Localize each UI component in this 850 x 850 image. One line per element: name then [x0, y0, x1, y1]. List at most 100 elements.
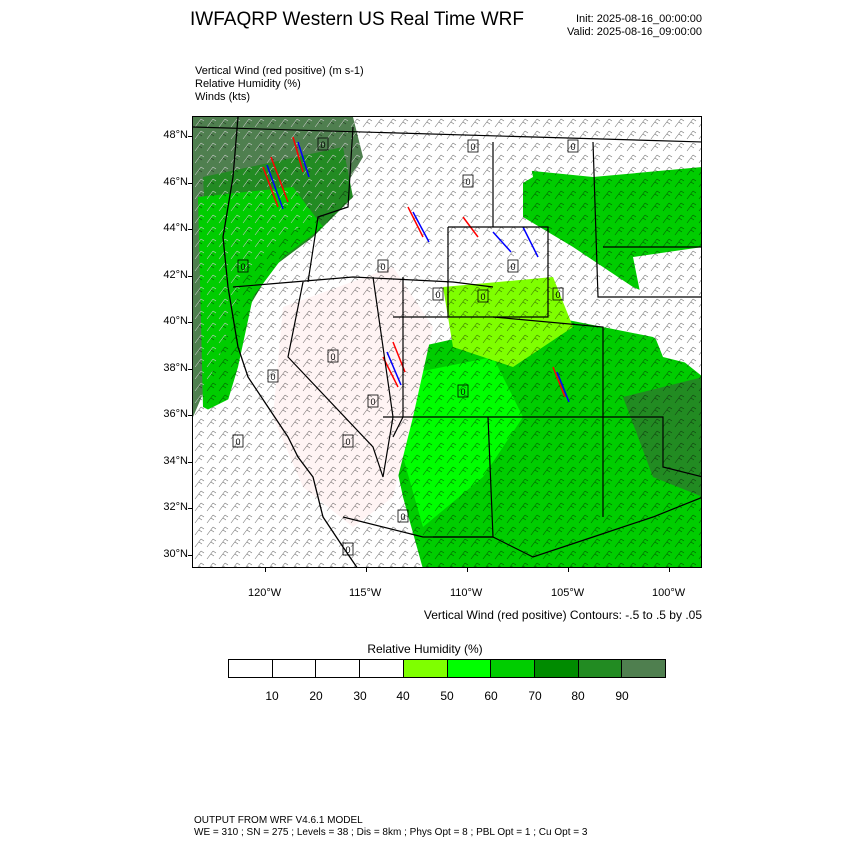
colorbar-swatch [447, 660, 492, 677]
svg-text:0: 0 [570, 142, 575, 152]
footer-settings: WE = 310 ; SN = 275 ; Levels = 38 ; Dis … [194, 827, 588, 838]
lat-tick [188, 462, 192, 463]
lon-label-105w: 105°W [551, 587, 585, 599]
svg-text:0: 0 [400, 512, 405, 522]
valid-time: Valid: 2025-08-16_09:00:00 [567, 26, 702, 38]
svg-text:0: 0 [380, 262, 385, 272]
lat-label-42n: 42°N [163, 269, 188, 281]
plot-title: IWFAQRP Western US Real Time WRF [190, 9, 524, 30]
contour-label: 0 [342, 542, 354, 556]
map-panel: 0 0 0 0 0 0 0 0 0 0 0 0 0 0 0 0 0 0 [192, 116, 702, 568]
svg-text:0: 0 [235, 437, 240, 447]
lat-label-32n: 32°N [163, 501, 188, 513]
lon-label-115w: 115°W [349, 587, 382, 599]
svg-text:0: 0 [345, 437, 350, 447]
lat-tick [188, 369, 192, 370]
contour-labels: 0 0 0 0 0 0 0 0 0 0 0 0 0 0 0 0 0 0 [232, 137, 579, 556]
lon-tick [669, 568, 670, 572]
contour-info: Vertical Wind (red positive) Contours: -… [423, 608, 702, 622]
colorbar-title: Relative Humidity (%) [367, 642, 483, 656]
contour-label: 0 [467, 139, 479, 153]
lon-label-110w: 110°W [450, 587, 483, 599]
lon-tick [467, 568, 468, 572]
lat-tick [188, 322, 192, 323]
colorbar-swatch [272, 660, 317, 677]
svg-text:0: 0 [460, 387, 465, 397]
colorbar-label: 30 [353, 689, 367, 703]
lat-label-34n: 34°N [163, 455, 188, 467]
colorbar-swatch [403, 660, 448, 677]
colorbar-label: 70 [528, 689, 542, 703]
colorbar-swatch [578, 660, 623, 677]
colorbar-label: 50 [440, 689, 454, 703]
svg-text:0: 0 [465, 177, 470, 187]
colorbar-label: 20 [309, 689, 323, 703]
coastline [222, 117, 358, 567]
variable-label-vertical-wind: Vertical Wind (red positive) (m s-1) [195, 65, 364, 77]
colorbar-swatch [491, 660, 535, 677]
svg-text:0: 0 [510, 262, 515, 272]
colorbar-label: 80 [571, 689, 585, 703]
lat-tick [188, 183, 192, 184]
contour-label: 0 [327, 349, 339, 363]
svg-text:0: 0 [240, 262, 245, 272]
lon-label-100w: 100°W [652, 587, 686, 599]
contour-label: 0 [567, 139, 579, 153]
lat-label-36n: 36°N [163, 408, 188, 420]
lat-tick [188, 555, 192, 556]
state-boundaries [193, 126, 701, 558]
init-time: Init: 2025-08-16_00:00:00 [576, 13, 702, 25]
map-canvas: 0 0 0 0 0 0 0 0 0 0 0 0 0 0 0 0 0 0 [193, 117, 701, 567]
colorbar-label: 40 [396, 689, 410, 703]
lon-tick [265, 568, 266, 572]
lat-tick [188, 229, 192, 230]
svg-text:0: 0 [370, 397, 375, 407]
lat-label-30n: 30°N [163, 548, 188, 560]
variable-label-winds: Winds (kts) [195, 91, 250, 103]
contour-label: 0 [462, 174, 474, 188]
contour-label: 0 [507, 259, 519, 273]
colorbar-swatch [534, 660, 579, 677]
lat-tick [188, 508, 192, 509]
colorbar-swatch [360, 660, 404, 677]
contour-label: 0 [237, 259, 249, 273]
lon-tick [366, 568, 367, 572]
svg-text:0: 0 [270, 372, 275, 382]
svg-text:0: 0 [320, 140, 325, 150]
lat-tick [188, 276, 192, 277]
colorbar-label: 10 [265, 689, 279, 703]
colorbar-label: 60 [484, 689, 498, 703]
colorbar-swatch [316, 660, 361, 677]
lat-label-40n: 40°N [163, 315, 188, 327]
lon-tick [568, 568, 569, 572]
lat-tick [188, 136, 192, 137]
contour-label: 0 [377, 259, 389, 273]
colorbar-swatch [622, 660, 666, 677]
contour-label: 0 [477, 289, 489, 303]
svg-text:0: 0 [470, 142, 475, 152]
contour-label: 0 [267, 369, 279, 383]
contour-label: 0 [397, 509, 409, 523]
contour-label: 0 [342, 434, 354, 448]
lat-label-44n: 44°N [163, 222, 188, 234]
svg-text:0: 0 [435, 290, 440, 300]
contour-label: 0 [232, 434, 244, 448]
lat-tick [188, 415, 192, 416]
colorbar-label: 90 [615, 689, 629, 703]
contour-label: 0 [457, 384, 469, 398]
variable-label-relative-humidity: Relative Humidity (%) [195, 78, 301, 90]
svg-text:0: 0 [330, 352, 335, 362]
contour-label: 0 [367, 394, 379, 408]
contour-label: 0 [552, 287, 564, 301]
lat-label-38n: 38°N [163, 362, 188, 374]
colorbar [228, 659, 666, 678]
lon-label-120w: 120°W [248, 587, 282, 599]
svg-text:0: 0 [480, 292, 485, 302]
contour-label: 0 [432, 287, 444, 301]
colorbar-swatch [229, 660, 273, 677]
svg-text:0: 0 [345, 545, 350, 555]
contour-label: 0 [317, 137, 329, 151]
svg-text:0: 0 [555, 290, 560, 300]
footer-model: OUTPUT FROM WRF V4.6.1 MODEL [194, 815, 363, 826]
lat-label-46n: 46°N [163, 176, 188, 188]
